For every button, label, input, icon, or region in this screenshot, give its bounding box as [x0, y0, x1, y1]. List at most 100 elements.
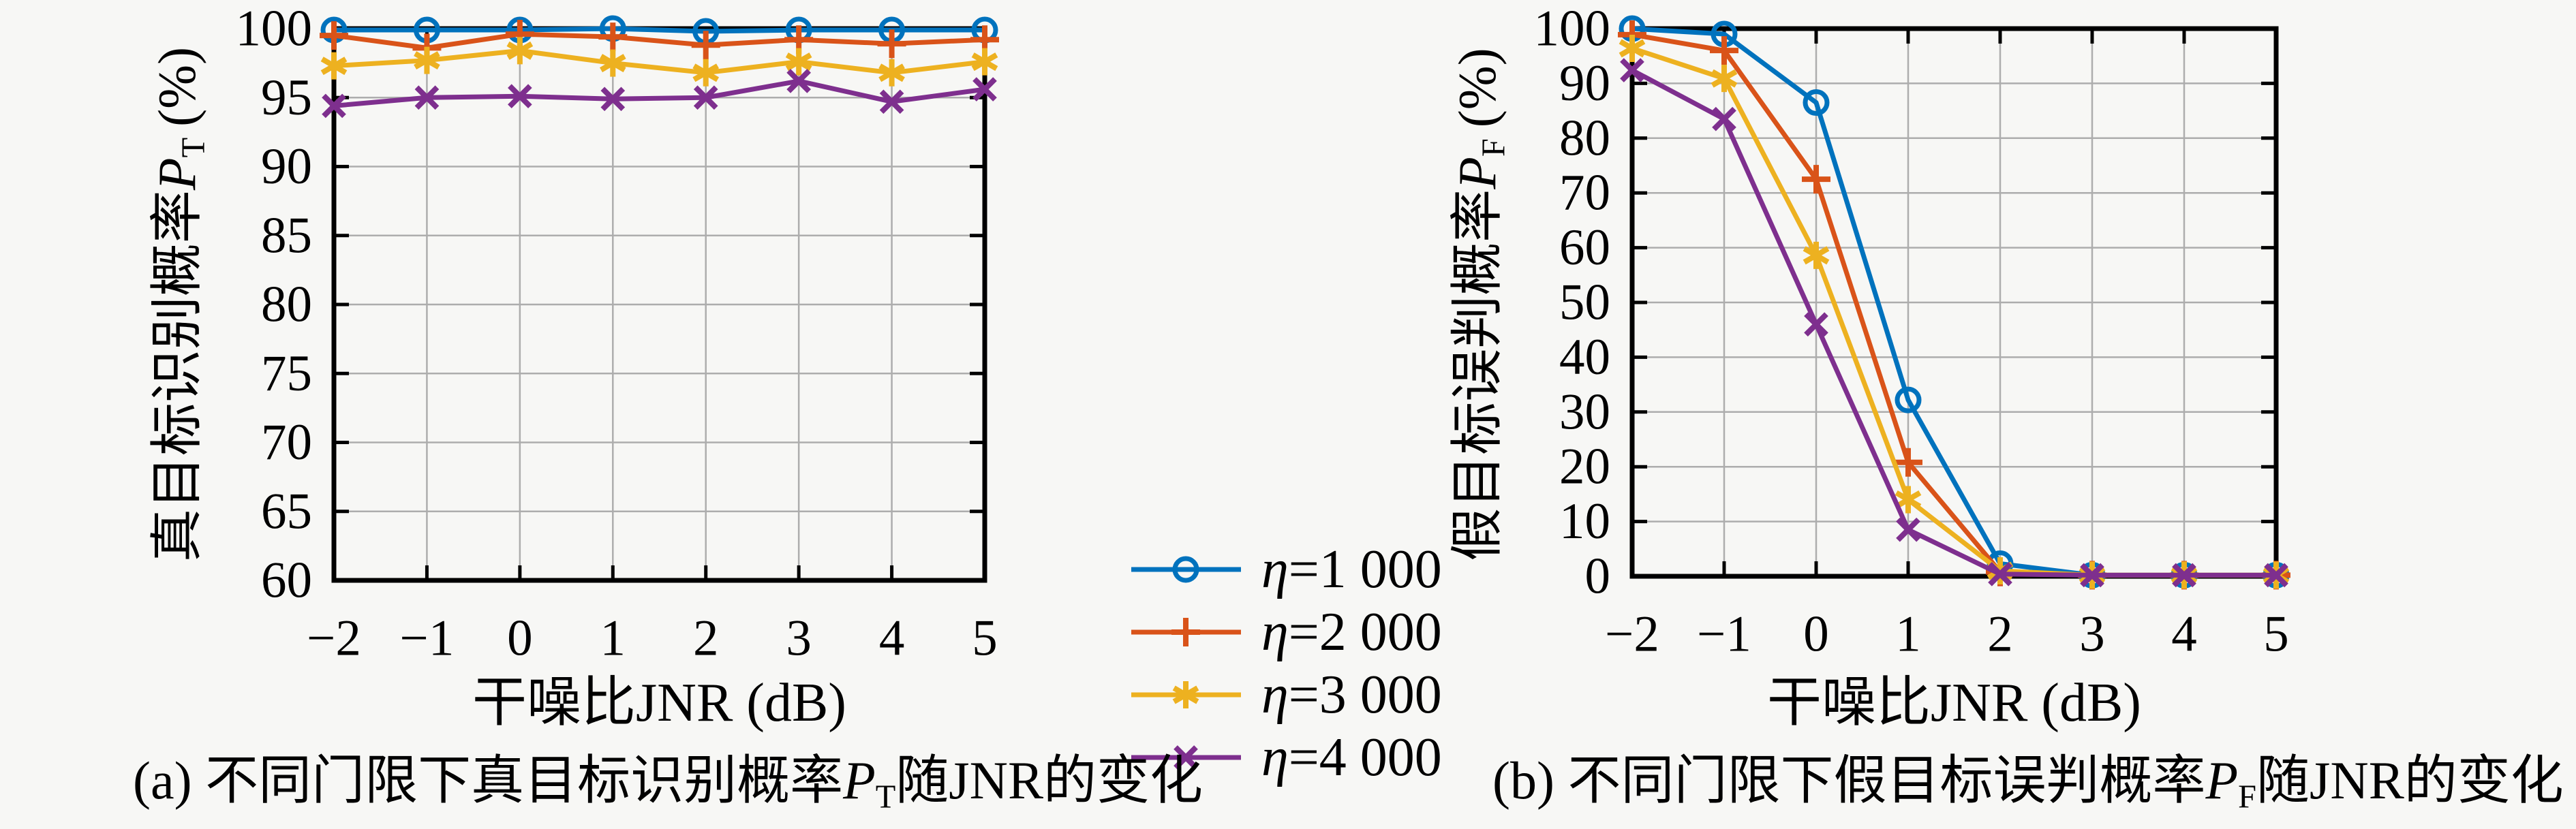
- panel-a-caption: (a) 不同门限下真目标识别概率PT随JNR的变化: [133, 749, 1203, 829]
- x-tick-label: −1: [400, 610, 455, 667]
- caption-variable: P: [2205, 751, 2239, 810]
- x-marker: [414, 85, 440, 110]
- caption-text-tail: 随JNR的变化: [2256, 751, 2564, 810]
- legend-entry: η=3 000: [1123, 663, 1442, 726]
- panel-a-plot: −2 −1 0 1 2 3 4 5 60 65 70 75 80 85 90 95 100: [236, 1, 999, 667]
- panel-b-y-axis-title: 假目标误判概率PF (%): [1440, 0, 1515, 645]
- asterisk-marker: [1895, 490, 1922, 509]
- x-marker: [2080, 563, 2104, 588]
- caption-text: (b) 不同门限下假目标误判概率: [1492, 751, 2206, 810]
- legend-label: η=4 000: [1261, 727, 1442, 789]
- x-tick-label: 5: [972, 610, 998, 667]
- legend-entry: η=1 000: [1123, 538, 1442, 601]
- y-tick-label: 70: [1559, 165, 1610, 221]
- asterisk-marker: [599, 54, 626, 73]
- panel-a-x-axis-title: 干噪比JNR (dB): [472, 673, 846, 733]
- asterisk-marker: [506, 41, 534, 60]
- x-marker: [1896, 517, 1920, 542]
- x-tick-label: 1: [1895, 606, 1921, 663]
- asterisk-legend-swatch-icon: [1131, 681, 1241, 708]
- x-marker: [1174, 745, 1198, 770]
- x-legend-swatch-icon: [1131, 745, 1241, 770]
- legend-variable: η: [1261, 601, 1289, 662]
- x-tick-label: 3: [786, 610, 812, 667]
- x-tick-label: 4: [2171, 606, 2197, 663]
- y-title-unit: (%): [1447, 48, 1507, 128]
- y-title-unit: (%): [147, 46, 206, 127]
- x-marker: [508, 84, 532, 109]
- y-tick-label: 100: [236, 1, 313, 57]
- x-tick-label: −2: [307, 610, 361, 667]
- y-tick-label: 85: [261, 207, 312, 264]
- x-marker: [1804, 312, 1828, 337]
- y-tick-label: 65: [261, 483, 312, 539]
- asterisk-marker: [692, 63, 720, 82]
- x-marker: [1620, 58, 1644, 82]
- legend-entry: η=2 000: [1123, 601, 1442, 663]
- legend-value: =3 000: [1288, 664, 1442, 725]
- y-title-text: 真目标识别概率: [147, 190, 206, 563]
- legend-value: =4 000: [1288, 727, 1442, 787]
- y-title-variable: P: [147, 157, 206, 191]
- asterisk-marker: [1803, 246, 1830, 265]
- legend: η=1 000 η=2 000 η=3 000 η=4 000: [1123, 538, 1442, 789]
- series-line-purple: [331, 78, 987, 108]
- asterisk-marker: [320, 57, 348, 76]
- asterisk-marker: [1172, 685, 1199, 704]
- y-tick-label: 70: [261, 414, 312, 471]
- circle-legend-swatch-icon: [1131, 556, 1241, 583]
- legend-value: =1 000: [1288, 539, 1442, 599]
- panel-b-x-axis-title: 干噪比JNR (dB): [1767, 673, 2141, 733]
- x-tick-label: 0: [1803, 606, 1829, 663]
- y-title-variable: P: [1447, 157, 1507, 189]
- x-marker: [2264, 563, 2288, 588]
- panel-a-y-axis-title: 真目标识别概率PT (%): [140, 0, 215, 645]
- legend-variable: η: [1261, 727, 1289, 787]
- x-marker: [1988, 561, 2012, 586]
- y-title-subscript: T: [175, 137, 212, 158]
- asterisk-marker: [414, 51, 440, 70]
- y-tick-label: 80: [1559, 110, 1610, 166]
- x-tick-label: −1: [1697, 606, 1751, 663]
- x-marker: [972, 77, 997, 101]
- legend-label: η=2 000: [1261, 601, 1442, 663]
- y-tick-label: 90: [1559, 55, 1610, 112]
- asterisk-marker: [1619, 39, 1646, 58]
- asterisk-marker: [878, 63, 905, 82]
- y-tick-label: 0: [1585, 548, 1611, 605]
- x-tick-label: 4: [879, 610, 905, 667]
- series-line-yellow: [331, 48, 987, 76]
- asterisk-marker: [785, 52, 812, 72]
- circle-marker: [1803, 89, 1830, 116]
- caption-subscript: T: [875, 779, 896, 815]
- y-tick-label: 90: [261, 138, 312, 195]
- legend-entry: η=4 000: [1123, 726, 1442, 789]
- series-line-orange: [331, 31, 987, 50]
- x-marker: [693, 85, 718, 110]
- x-tick-label: 5: [2263, 606, 2289, 663]
- series-line-purple: [1629, 67, 2279, 578]
- panel-b-caption: (b) 不同门限下假目标误判概率PF随JNR的变化: [1492, 749, 2564, 829]
- legend-label: η=3 000: [1261, 664, 1442, 726]
- y-tick-label: 100: [1534, 1, 1611, 57]
- circle-marker: [1172, 556, 1199, 583]
- x-tick-label: 1: [600, 610, 626, 667]
- x-tick-label: −2: [1605, 606, 1659, 663]
- y-tick-label: 50: [1559, 275, 1610, 331]
- x-tick-label: 2: [693, 610, 719, 667]
- caption-text: (a) 不同门限下真目标识别概率: [133, 751, 844, 810]
- series-line-blue: [331, 26, 987, 34]
- circle-marker: [1895, 386, 1922, 413]
- x-marker: [322, 93, 346, 119]
- y-tick-label: 30: [1559, 384, 1610, 440]
- caption-text-tail: 随JNR的变化: [895, 751, 1203, 810]
- y-tick-label: 60: [1559, 219, 1610, 276]
- caption-variable: P: [843, 751, 876, 810]
- x-marker: [2172, 563, 2196, 588]
- x-tick-label: 0: [507, 610, 533, 667]
- y-tick-label: 60: [261, 552, 312, 609]
- asterisk-marker: [1711, 69, 1738, 88]
- y-tick-label: 20: [1559, 439, 1610, 495]
